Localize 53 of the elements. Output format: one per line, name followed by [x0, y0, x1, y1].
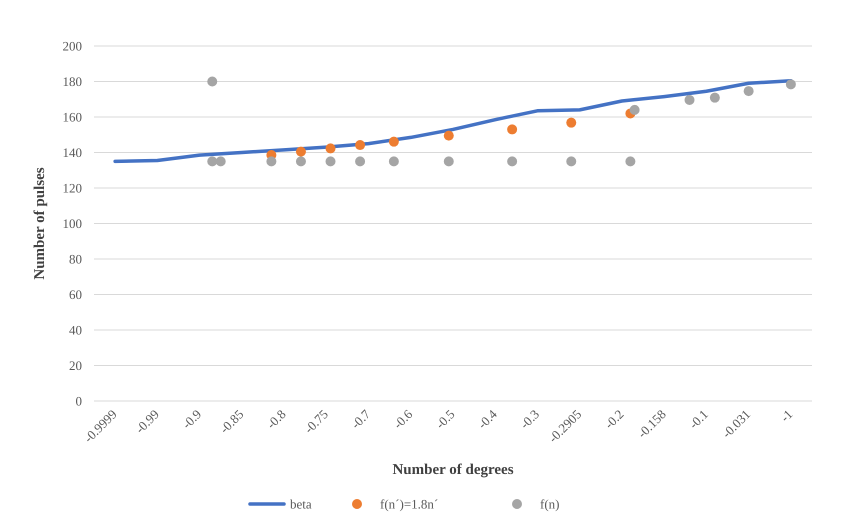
x-tick-label: -0.2	[601, 406, 627, 432]
y-tick-label: 40	[69, 322, 82, 338]
y-tick-label: 180	[62, 74, 82, 90]
x-tick-label: -0.3	[516, 406, 542, 432]
point	[326, 143, 336, 154]
point	[786, 79, 796, 90]
y-tick-label: 160	[62, 110, 82, 125]
point	[625, 156, 636, 166]
x-tick-label: -0.6	[390, 406, 416, 432]
point	[388, 156, 399, 166]
point	[296, 156, 306, 166]
legend-label: f(n´)=1.8n´	[380, 496, 438, 512]
y-tick-label: 100	[62, 216, 82, 232]
y-tick-label: 80	[69, 252, 82, 267]
point	[444, 130, 454, 141]
point	[216, 156, 226, 166]
point	[566, 118, 576, 128]
point	[296, 146, 306, 157]
point	[207, 76, 218, 86]
point	[355, 140, 366, 150]
y-axis-title: Number of pulses	[32, 167, 48, 280]
point	[684, 94, 695, 105]
x-tick-label: -0.8	[264, 406, 289, 432]
x-tick-label: -1	[777, 406, 796, 425]
y-tick-label: 120	[62, 180, 82, 196]
x-tick-label: -0.1	[686, 406, 712, 432]
point	[630, 104, 640, 115]
point	[207, 156, 218, 166]
legend-label: beta	[290, 496, 312, 512]
point	[388, 136, 399, 147]
x-tick-label: -0.75	[301, 406, 331, 436]
point	[326, 156, 336, 166]
y-tick-label: 0	[76, 394, 82, 409]
point	[710, 92, 720, 103]
point	[507, 124, 518, 134]
y-tick-label: 140	[62, 145, 82, 160]
x-tick-label: -0.85	[216, 406, 246, 436]
point	[744, 86, 754, 96]
x-tick-label: -0.9	[179, 406, 204, 432]
point	[566, 156, 576, 166]
legend-label: f(n)	[540, 496, 560, 512]
x-tick-label: -0.4	[474, 406, 500, 432]
x-tick-label: -0.5	[432, 406, 458, 432]
point	[507, 156, 518, 166]
y-tick-label: 60	[69, 287, 82, 302]
y-tick-label: 20	[69, 358, 82, 374]
y-tick-label: 200	[62, 38, 82, 54]
x-tick-label: -0.99	[132, 406, 162, 436]
point	[266, 156, 276, 166]
x-tick-label: -0.7	[348, 406, 374, 432]
point	[355, 156, 366, 166]
x-axis-title: Number of degrees	[392, 462, 514, 478]
point	[444, 156, 454, 166]
